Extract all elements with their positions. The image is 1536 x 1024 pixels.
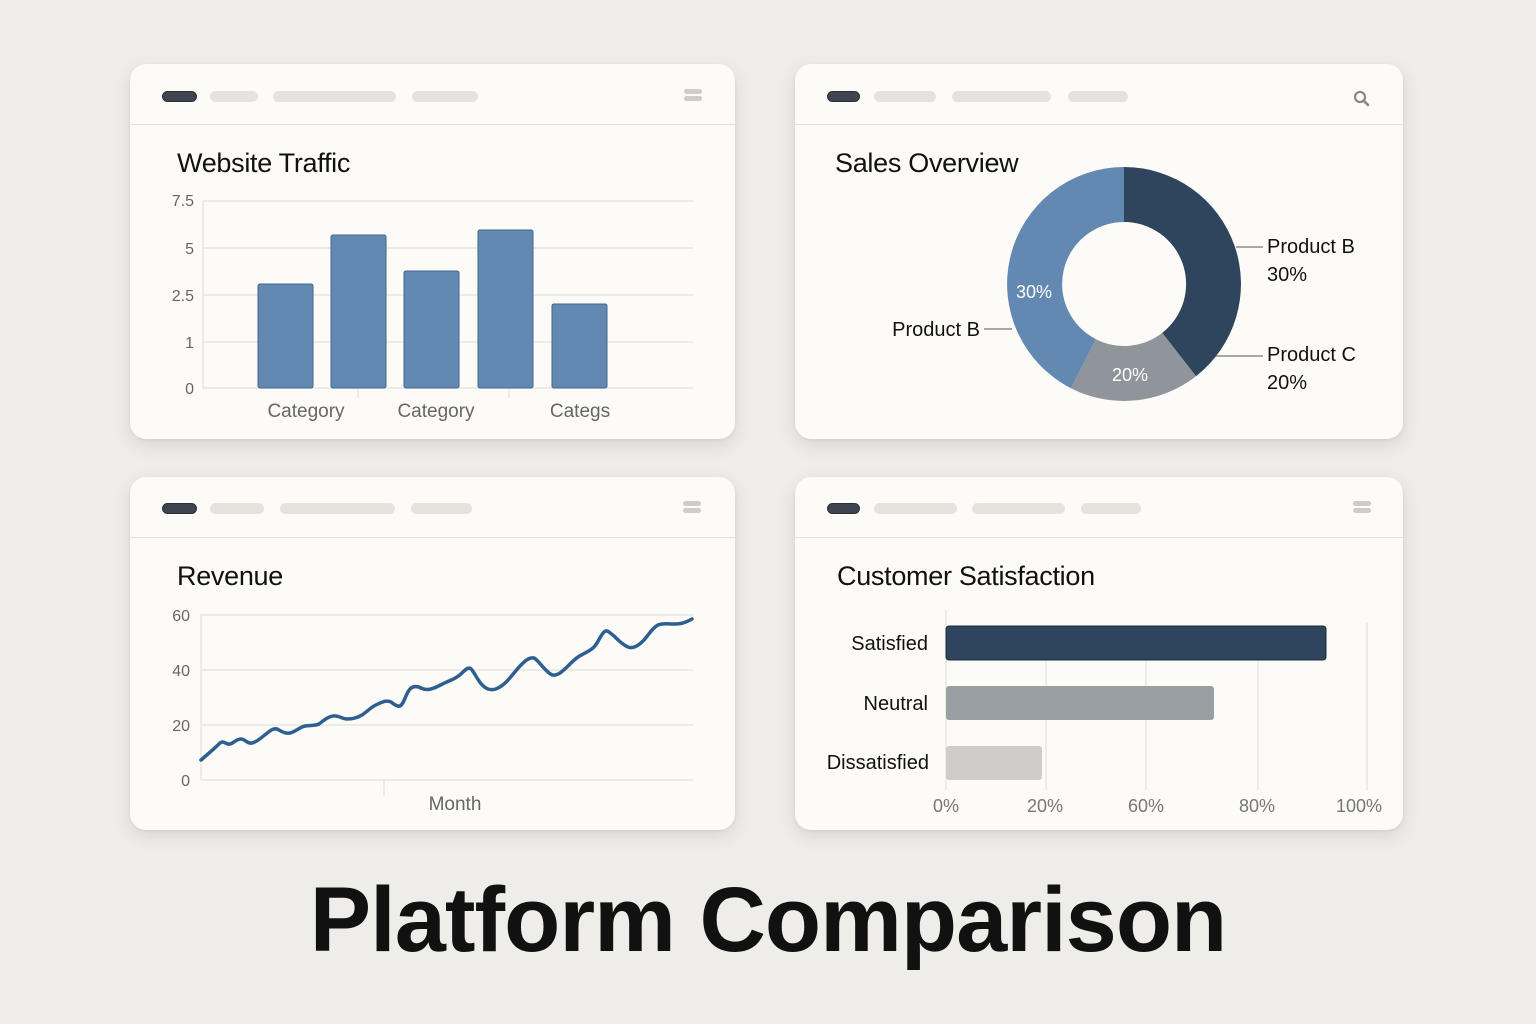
search-icon[interactable] <box>1353 90 1371 108</box>
x-tick: 0% <box>933 796 959 816</box>
slice-label: Product C <box>1267 344 1356 366</box>
tab[interactable] <box>273 91 396 102</box>
slice-value-label: 30% <box>1016 282 1052 302</box>
menu-icon[interactable] <box>1353 501 1371 515</box>
tab[interactable] <box>280 503 395 514</box>
y-tick: 7.5 <box>172 193 194 210</box>
tab[interactable] <box>210 503 264 514</box>
y-tick: 20 <box>172 718 190 735</box>
page-title: Platform Comparison <box>309 869 1227 971</box>
tab[interactable] <box>412 91 478 102</box>
tab[interactable] <box>1068 91 1128 102</box>
revenue-card: Revenue <box>130 477 735 830</box>
x-tick: 60% <box>1128 796 1164 816</box>
y-tick: 60 <box>172 608 190 625</box>
menu-icon[interactable] <box>683 501 701 515</box>
x-tick: 20% <box>1027 796 1063 816</box>
x-tick: Category <box>397 401 475 422</box>
card-header <box>795 477 1403 538</box>
bar-neutral[interactable] <box>946 686 1214 720</box>
category-label: Satisfied <box>851 633 928 655</box>
tab-active[interactable] <box>827 91 860 102</box>
bar[interactable] <box>403 270 460 389</box>
x-tick: Category <box>267 401 345 422</box>
website-traffic-chart: 7.5 5 2.5 1 0 Category Category Categs <box>172 193 693 422</box>
x-axis-label: Month <box>429 794 482 815</box>
category-label: Dissatisfied <box>827 752 929 774</box>
tab[interactable] <box>972 503 1065 514</box>
donut-slice-product-b-light[interactable] <box>1007 167 1124 389</box>
category-label: Neutral <box>864 693 928 715</box>
x-tick: 100% <box>1336 796 1382 816</box>
y-tick: 0 <box>181 773 190 790</box>
tab-active[interactable] <box>162 503 197 514</box>
tab[interactable] <box>411 503 472 514</box>
chart-title: Website Traffic <box>177 148 351 178</box>
chart-title: Sales Overview <box>835 148 1019 178</box>
satisfaction-bar-chart: Satisfied Neutral Dissatisfied 0% 20% 60… <box>827 610 1382 816</box>
tab[interactable] <box>1081 503 1141 514</box>
tab[interactable] <box>874 503 957 514</box>
y-tick: 5 <box>185 241 194 258</box>
slice-value-label: 20% <box>1112 365 1148 385</box>
y-tick: 0 <box>185 381 194 398</box>
revenue-line-chart: 60 40 20 0 Month <box>172 608 694 815</box>
card-header <box>795 64 1403 125</box>
x-tick: 80% <box>1239 796 1275 816</box>
y-tick: 2.5 <box>172 288 194 305</box>
revenue-line[interactable] <box>199 617 694 762</box>
chart-title: Customer Satisfaction <box>837 561 1095 591</box>
bar[interactable] <box>551 303 608 389</box>
bar[interactable] <box>257 283 314 389</box>
y-tick: 40 <box>172 663 190 680</box>
tab[interactable] <box>952 91 1051 102</box>
card-header <box>130 477 735 538</box>
tab-active[interactable] <box>162 91 197 102</box>
donut-slice-product-b-dark[interactable] <box>1124 167 1241 377</box>
bar-satisfied[interactable] <box>945 625 1327 661</box>
slice-label: Product B <box>892 319 980 341</box>
sales-donut-chart: 30% 20% Product B Product B 30% Product … <box>892 167 1356 401</box>
slice-value: 30% <box>1267 264 1307 286</box>
bar-dissatisfied[interactable] <box>946 746 1042 780</box>
bar[interactable] <box>477 229 534 389</box>
menu-icon[interactable] <box>684 89 702 103</box>
chart-title: Revenue <box>177 561 283 591</box>
y-tick: 1 <box>185 335 194 352</box>
bar[interactable] <box>330 234 387 389</box>
tab-active[interactable] <box>827 503 860 514</box>
slice-value: 20% <box>1267 372 1307 394</box>
tab[interactable] <box>210 91 258 102</box>
slice-label: Product B <box>1267 236 1355 258</box>
tab[interactable] <box>874 91 936 102</box>
x-tick: Categs <box>550 401 610 422</box>
card-header <box>130 64 735 125</box>
donut-slice-product-c[interactable] <box>1070 332 1196 401</box>
